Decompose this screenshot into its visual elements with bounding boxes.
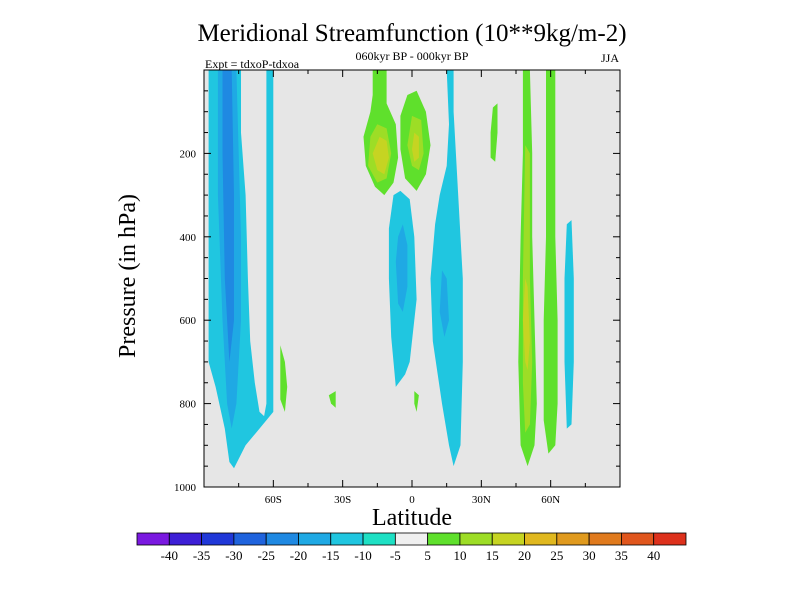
y-axis-label: Pressure (in hPa) xyxy=(115,194,141,358)
colorbar-label-7: -5 xyxy=(390,548,401,563)
x-tick-label-30N: 30N xyxy=(472,494,491,506)
contour-region-16 xyxy=(490,103,498,162)
y-tick-label-400: 400 xyxy=(180,232,197,244)
contour-region-10 xyxy=(412,132,419,162)
colorbar-label-15: 40 xyxy=(647,548,660,563)
contour-region-3 xyxy=(280,345,288,412)
colorbar-label-6: -10 xyxy=(354,548,371,563)
chart-subtitle-period: 060kyr BP - 000kyr BP xyxy=(356,49,469,63)
x-tick-label-0: 0 xyxy=(409,494,415,506)
colorbar-swatch-5 xyxy=(298,532,332,546)
contour-region-13 xyxy=(414,391,419,412)
colorbar-label-8: 5 xyxy=(424,548,431,563)
colorbar-label-11: 20 xyxy=(518,548,531,563)
chart-subtitle-experiment: Expt = tdxoP-tdxoa xyxy=(205,57,300,71)
y-tick-label-1000: 1000 xyxy=(174,482,197,494)
colorbar-swatch-9 xyxy=(427,532,461,546)
colorbar-label-5: -15 xyxy=(322,548,339,563)
colorbar-label-3: -25 xyxy=(258,548,275,563)
colorbar-swatch-3 xyxy=(233,532,267,546)
contour-region-12 xyxy=(395,224,408,312)
contour-region-21 xyxy=(564,220,574,429)
contour-region-19 xyxy=(522,278,530,371)
plot-area: 200 400 600 800 1000 60S 30S 0 30N 60N xyxy=(174,69,621,506)
colorbar: -40 -35 -30 -25 -20 -15 -10 -5 5 10 15 20 25 30 35 40 xyxy=(136,532,687,563)
contour-region-2 xyxy=(222,70,234,362)
colorbar-swatch-8 xyxy=(394,532,429,546)
colorbar-swatch-16 xyxy=(653,532,687,546)
y-tick-label-800: 800 xyxy=(180,399,197,411)
x-tick-label-30S: 30S xyxy=(334,494,351,506)
colorbar-label-10: 15 xyxy=(486,548,499,563)
colorbar-swatch-13 xyxy=(556,532,590,546)
colorbar-label-1: -35 xyxy=(193,548,210,563)
contour-region-7 xyxy=(372,136,389,175)
x-tick-label-60S: 60S xyxy=(265,494,282,506)
colorbar-swatch-2 xyxy=(201,532,235,546)
colorbar-swatch-12 xyxy=(524,532,558,546)
colorbar-swatch-14 xyxy=(588,532,622,546)
colorbar-swatch-15 xyxy=(621,532,655,546)
y-tick-label-200: 200 xyxy=(180,148,197,160)
contour-region-14 xyxy=(430,70,463,467)
colorbar-label-13: 30 xyxy=(583,548,596,563)
colorbar-label-2: -30 xyxy=(225,548,242,563)
contour-region-15 xyxy=(439,270,449,337)
colorbar-swatch-1 xyxy=(168,532,202,546)
chart-subtitle-season: JJA xyxy=(601,51,619,65)
colorbar-label-4: -20 xyxy=(290,548,307,563)
colorbar-label-12: 25 xyxy=(550,548,563,563)
chart-title: Meridional Streamfunction (10**9kg/m-2) xyxy=(197,20,626,47)
contour-region-20 xyxy=(543,70,558,454)
colorbar-label-9: 10 xyxy=(453,548,466,563)
colorbar-swatch-4 xyxy=(265,532,299,546)
colorbar-swatch-0 xyxy=(136,532,170,546)
y-tick-label-600: 600 xyxy=(180,315,197,327)
colorbar-swatch-10 xyxy=(459,532,493,546)
colorbar-label-0: -40 xyxy=(161,548,178,563)
colorbar-label-14: 35 xyxy=(615,548,628,563)
contour-region-4 xyxy=(328,391,336,408)
colorbar-swatch-6 xyxy=(330,532,364,546)
x-axis-label: Latitude xyxy=(372,505,452,531)
colorbar-swatch-7 xyxy=(362,532,396,546)
colorbar-swatch-11 xyxy=(491,532,525,546)
x-tick-label-60N: 60N xyxy=(541,494,560,506)
plot-frame xyxy=(203,69,621,488)
